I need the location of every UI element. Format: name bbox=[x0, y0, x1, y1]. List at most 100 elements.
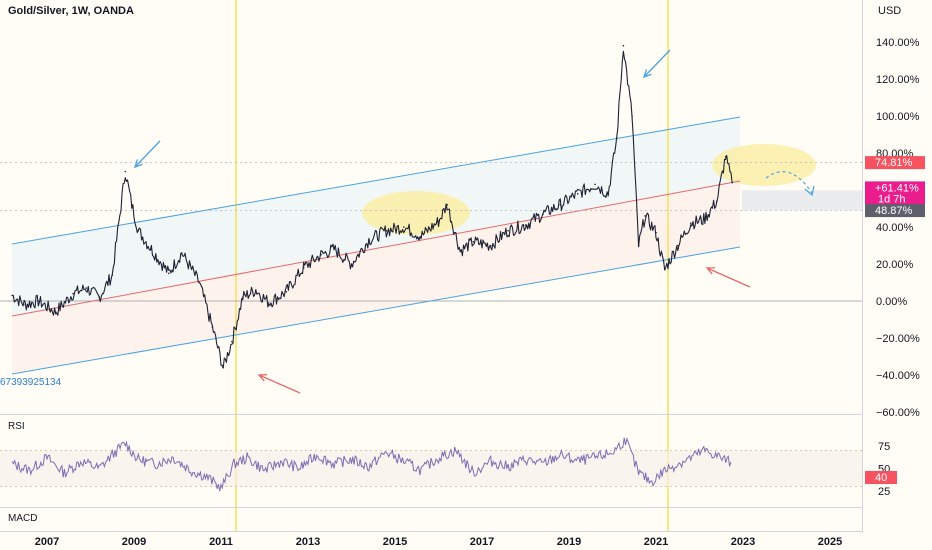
channel-upper-line bbox=[11, 116, 741, 245]
projection-arrow-head bbox=[804, 185, 815, 197]
price-point bbox=[198, 281, 201, 284]
price-label-3: 48.87% bbox=[875, 205, 913, 217]
price-point bbox=[472, 241, 475, 243]
price-point bbox=[181, 252, 183, 254]
price-point bbox=[507, 229, 509, 232]
price-point bbox=[368, 239, 370, 241]
price-label-1: 74.81% bbox=[875, 157, 913, 169]
price-point bbox=[703, 218, 705, 221]
price-point bbox=[350, 263, 353, 265]
currency-label: USD bbox=[878, 5, 902, 17]
price-point bbox=[24, 303, 27, 306]
price-point bbox=[576, 192, 579, 195]
price-point bbox=[150, 248, 153, 250]
y-tick-label: 140.00% bbox=[876, 37, 920, 49]
price-point bbox=[637, 244, 640, 247]
price-label-bg-2 bbox=[865, 181, 925, 206]
price-point bbox=[54, 311, 57, 313]
channel-middle-line bbox=[11, 180, 741, 317]
x-tick-label: 2015 bbox=[383, 536, 407, 548]
price-point bbox=[231, 340, 233, 343]
x-tick-label: 2021 bbox=[644, 536, 668, 548]
price-point bbox=[268, 302, 270, 304]
price-point bbox=[255, 289, 257, 291]
arrow-2020-peak-head bbox=[642, 69, 652, 79]
rsi-series-line bbox=[11, 436, 732, 492]
x-tick-label: 2023 bbox=[731, 536, 755, 548]
y-tick-label: 100.00% bbox=[876, 111, 920, 123]
price-label-2: +61.41% bbox=[875, 182, 919, 194]
price-point bbox=[222, 366, 224, 369]
y-tick-label: −20.00% bbox=[876, 333, 920, 345]
price-point bbox=[437, 220, 440, 223]
arrow-2011-low bbox=[258, 374, 301, 394]
price-point bbox=[524, 224, 527, 226]
price-point bbox=[663, 268, 666, 271]
price-point bbox=[677, 244, 679, 247]
x-tick-label: 2013 bbox=[296, 536, 320, 548]
price-point bbox=[211, 326, 214, 328]
macd-panel-label: MACD bbox=[8, 513, 38, 524]
x-tick-label: 2009 bbox=[122, 536, 146, 548]
arrow-2020-peak bbox=[643, 49, 671, 78]
arrow-2021-low-head bbox=[705, 267, 716, 275]
rsi-tick-label: 25 bbox=[878, 486, 890, 498]
projection-arrow bbox=[765, 171, 813, 194]
rsi-tick-label: 75 bbox=[878, 441, 890, 453]
price-point bbox=[594, 183, 596, 186]
rsi-panel-divider bbox=[0, 414, 862, 415]
price-point bbox=[446, 204, 449, 206]
y-tick-label: 40.00% bbox=[876, 222, 914, 234]
price-point bbox=[420, 235, 422, 238]
price-point bbox=[631, 115, 633, 117]
price-point bbox=[489, 244, 492, 247]
price-point bbox=[124, 170, 127, 173]
x-tick-label: 2011 bbox=[209, 536, 233, 548]
price-point bbox=[111, 274, 114, 276]
y-tick-label: 0.00% bbox=[876, 296, 907, 308]
price-point bbox=[168, 272, 170, 275]
chart-title: Gold/Silver, 1W, OANDA bbox=[8, 5, 134, 17]
price-point bbox=[131, 204, 133, 206]
channel-lower-line bbox=[11, 246, 741, 375]
price-point bbox=[559, 204, 562, 206]
price-point bbox=[137, 229, 140, 232]
price-point bbox=[37, 300, 40, 302]
arrow-2009-peak bbox=[134, 140, 161, 168]
price-point bbox=[98, 296, 100, 299]
macd-panel-divider bbox=[0, 507, 862, 508]
projection-box bbox=[742, 190, 862, 211]
price-point bbox=[11, 294, 13, 297]
rsi-value-label-bg bbox=[865, 471, 897, 484]
x-tick-label: 2019 bbox=[557, 536, 581, 548]
price-point bbox=[333, 248, 335, 250]
price-point bbox=[616, 137, 618, 139]
y-tick-label: 20.00% bbox=[876, 259, 914, 271]
price-point bbox=[724, 155, 727, 158]
channel-lower-fill bbox=[12, 181, 740, 374]
price-point bbox=[542, 213, 544, 215]
y-tick-label: −60.00% bbox=[876, 407, 920, 419]
price-series-line bbox=[12, 50, 733, 369]
price-point bbox=[85, 287, 87, 289]
x-tick-label: 2025 bbox=[818, 536, 842, 548]
y-tick-label: −40.00% bbox=[876, 370, 920, 382]
arrow-2021-low bbox=[706, 267, 751, 288]
price-point bbox=[302, 266, 305, 269]
rsi-value-label: 40 bbox=[875, 472, 887, 484]
price-point bbox=[385, 229, 388, 232]
x-tick-label: 2007 bbox=[35, 536, 59, 548]
channel-value-text: 67393925134 bbox=[0, 377, 62, 388]
price-point bbox=[402, 226, 405, 228]
price-point bbox=[285, 291, 288, 293]
price-label-bg-3 bbox=[865, 204, 925, 218]
price-point bbox=[622, 44, 625, 47]
rsi-panel-label: RSI bbox=[8, 421, 25, 432]
y-tick-label: 120.00% bbox=[876, 74, 920, 86]
price-point bbox=[731, 181, 733, 184]
price-label-sub-2: 1d 7h bbox=[878, 193, 906, 205]
price-point bbox=[655, 231, 657, 234]
highlight-ellipse-2 bbox=[712, 144, 816, 186]
